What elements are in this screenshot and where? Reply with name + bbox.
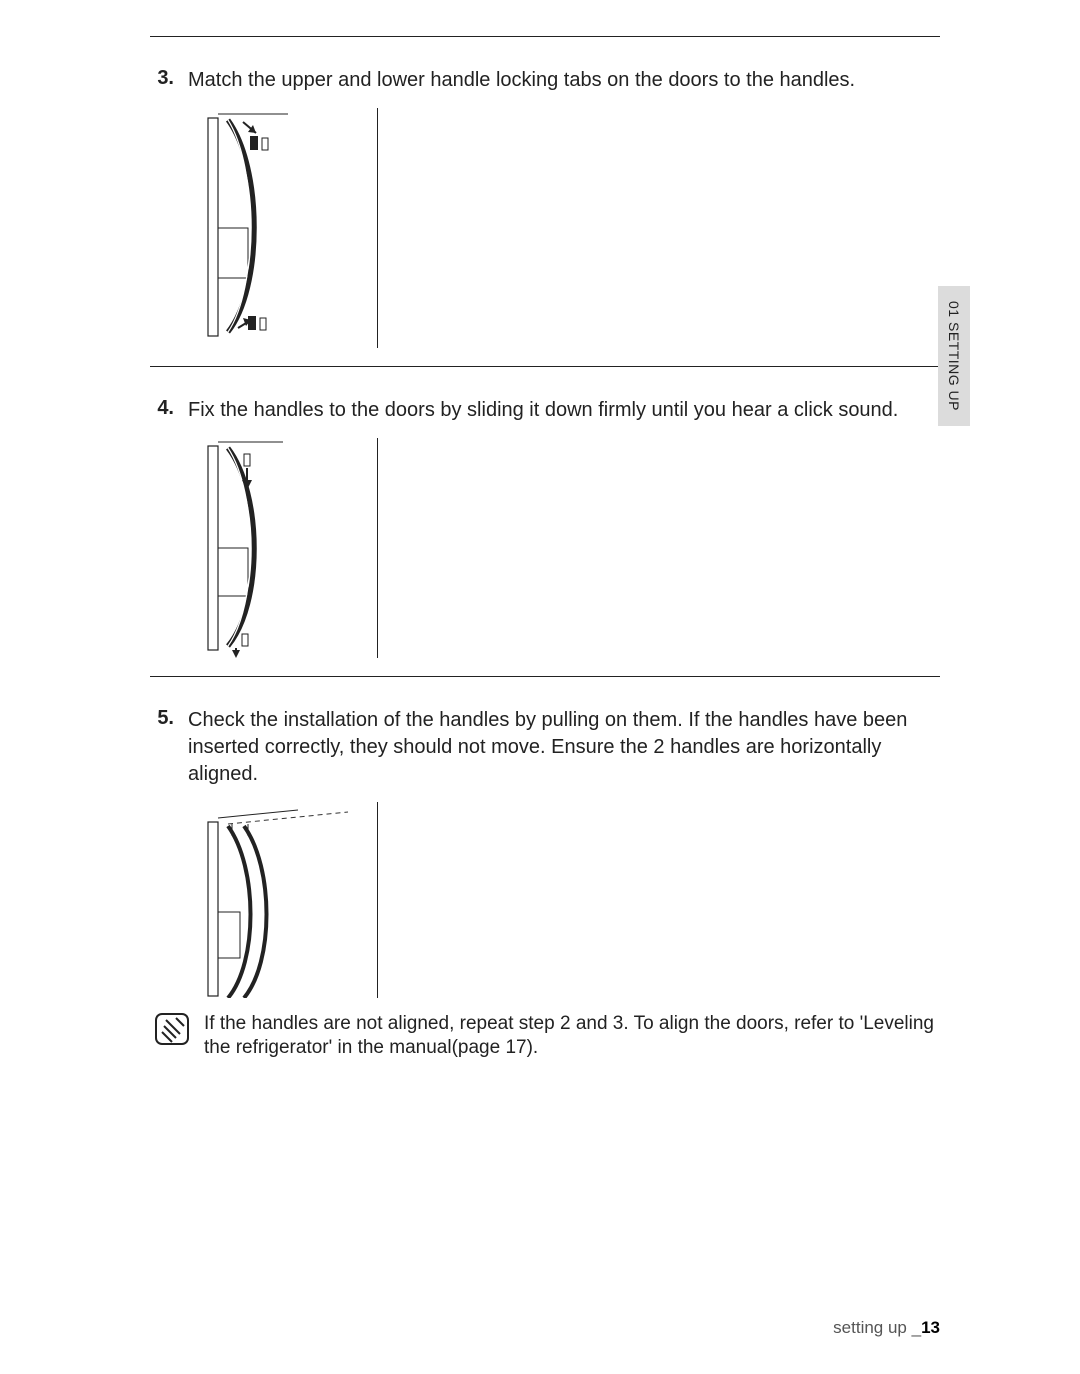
step-number: 3. xyxy=(150,67,174,90)
note-text: If the handles are not aligned, repeat s… xyxy=(204,1012,940,1060)
step-number: 5. xyxy=(150,707,174,730)
figure-handle-check xyxy=(188,802,378,998)
step-text: Match the upper and lower handle locking… xyxy=(188,67,855,94)
step-text: Fix the handles to the doors by sliding … xyxy=(188,397,898,424)
note-block: If the handles are not aligned, repeat s… xyxy=(154,1012,940,1060)
manual-page: 01 SETTING UP 3. Match the upper and low… xyxy=(0,0,1080,1374)
section-tab: 01 SETTING UP xyxy=(938,286,970,426)
step-text: Check the installation of the handles by… xyxy=(188,707,940,788)
figure-handle-slide xyxy=(188,438,378,658)
note-icon xyxy=(154,1012,190,1051)
step-3: 3. Match the upper and lower handle lock… xyxy=(150,67,940,348)
page-footer: setting up _13 xyxy=(833,1318,940,1338)
top-rule xyxy=(150,36,940,37)
rule-3 xyxy=(150,676,940,677)
section-tab-label: 01 SETTING UP xyxy=(946,301,962,411)
footer-prefix: setting up _ xyxy=(833,1318,921,1337)
step-5: 5. Check the installation of the handles… xyxy=(150,707,940,998)
rule-2 xyxy=(150,366,940,367)
step-number: 4. xyxy=(150,397,174,420)
figure-handle-match xyxy=(188,108,378,348)
step-4: 4. Fix the handles to the doors by slidi… xyxy=(150,397,940,658)
footer-page-number: 13 xyxy=(921,1318,940,1337)
